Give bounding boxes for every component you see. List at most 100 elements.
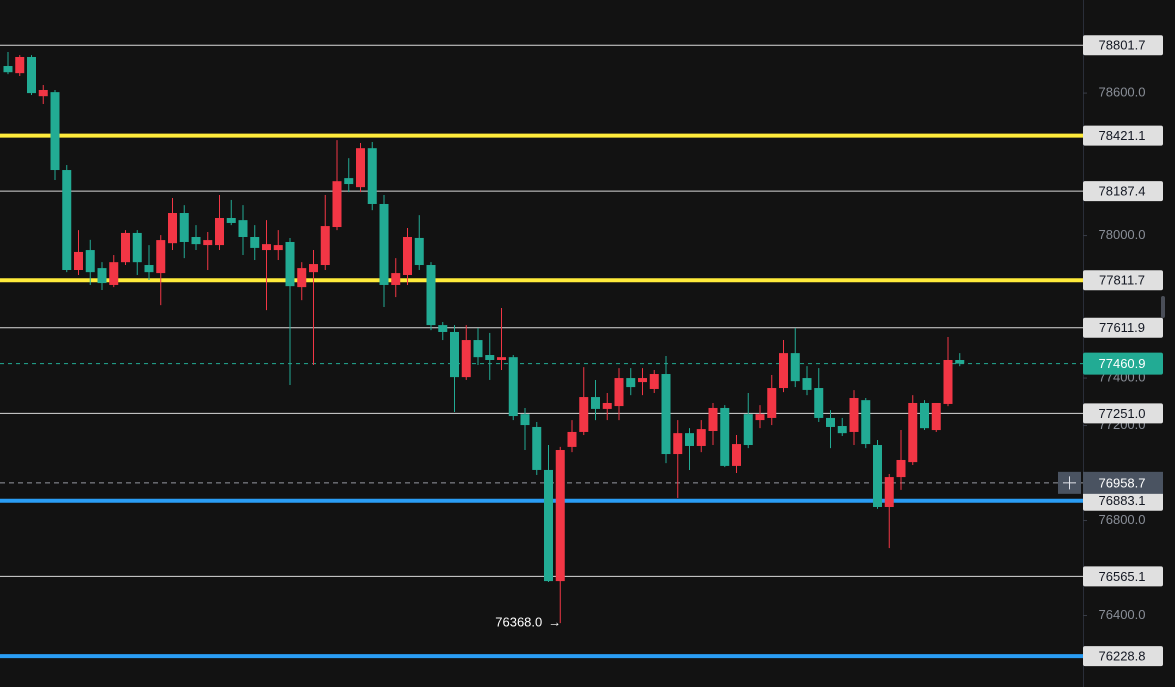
candle xyxy=(461,325,471,380)
candle-body xyxy=(790,353,800,382)
candle-body xyxy=(168,213,177,244)
candle xyxy=(732,435,741,474)
candle-body xyxy=(544,469,553,582)
candle xyxy=(215,194,224,251)
candle-body xyxy=(732,444,741,466)
candle xyxy=(191,225,201,251)
candle-body xyxy=(685,433,694,446)
candle-body xyxy=(649,374,659,389)
candle-body xyxy=(638,378,647,383)
candle xyxy=(62,165,72,273)
candle-body xyxy=(297,268,307,288)
candle xyxy=(497,307,506,370)
candle xyxy=(544,445,553,583)
candle xyxy=(861,397,871,449)
candle xyxy=(520,407,530,451)
candle-body xyxy=(826,417,835,427)
candle-body xyxy=(955,360,965,364)
candle xyxy=(50,90,60,181)
candle-body xyxy=(379,203,389,285)
candle-body xyxy=(262,244,271,251)
candle xyxy=(614,368,624,421)
candle-body xyxy=(661,374,671,455)
candle xyxy=(638,368,647,396)
candle-body xyxy=(121,232,130,263)
candle xyxy=(250,225,260,261)
candle xyxy=(649,369,659,394)
candle-body xyxy=(802,378,812,390)
candle xyxy=(955,353,965,367)
candle xyxy=(297,262,307,301)
candle-body xyxy=(238,220,248,237)
candle xyxy=(849,390,859,446)
candle xyxy=(790,327,800,388)
candle-body xyxy=(567,431,577,447)
candle-body xyxy=(215,217,224,246)
candle xyxy=(485,332,495,380)
level-label-box xyxy=(1083,490,1163,511)
level-label-box xyxy=(1083,646,1163,667)
candle xyxy=(884,473,894,549)
candle-body xyxy=(132,232,142,263)
candle xyxy=(3,52,13,75)
y-tick-label: 78000.0 xyxy=(1099,227,1146,242)
level-label-box xyxy=(1083,403,1163,424)
candle-body xyxy=(438,325,448,332)
candle-body xyxy=(15,56,25,74)
candle xyxy=(27,55,36,95)
candle xyxy=(767,374,777,426)
candle xyxy=(931,402,941,432)
level-label: 77611.9 xyxy=(1099,320,1145,335)
candle-body xyxy=(191,236,201,245)
candle xyxy=(156,235,166,306)
candle xyxy=(273,230,283,261)
candle-body xyxy=(943,360,953,404)
candle xyxy=(15,55,25,76)
candle xyxy=(591,379,600,421)
candle xyxy=(238,205,248,256)
level-label: 76565.1 xyxy=(1099,569,1146,584)
candle xyxy=(814,368,824,422)
candle-body xyxy=(579,397,589,432)
candle-body xyxy=(309,264,318,273)
candle xyxy=(285,237,295,385)
level-label-box xyxy=(1083,35,1163,56)
candle xyxy=(320,194,330,271)
candle xyxy=(367,142,377,211)
level-label-box xyxy=(1083,181,1163,202)
candle-body xyxy=(861,400,871,445)
level-label: 77251.0 xyxy=(1099,406,1146,421)
candle xyxy=(203,232,213,271)
level-label: 78421.1 xyxy=(1099,128,1146,143)
candle-body xyxy=(696,429,706,446)
candle-body xyxy=(779,353,788,389)
level-label-box xyxy=(1083,566,1163,587)
candle xyxy=(438,322,448,341)
candle-body xyxy=(873,445,882,507)
candle xyxy=(661,355,671,464)
candle xyxy=(920,400,929,431)
candle-body xyxy=(708,407,718,432)
candle-body xyxy=(74,251,83,271)
level-label: 78187.4 xyxy=(1099,184,1146,199)
candle xyxy=(109,255,119,288)
candle xyxy=(720,405,730,468)
candle-body xyxy=(508,357,518,417)
candle xyxy=(403,227,412,285)
candle-body xyxy=(109,262,119,285)
candle xyxy=(168,198,177,251)
level-label-box xyxy=(1083,125,1163,146)
candle-body xyxy=(497,357,506,361)
candle xyxy=(226,199,236,226)
low-annotation-arrow: → xyxy=(548,615,561,630)
candle-body xyxy=(520,414,530,426)
scroll-handle[interactable] xyxy=(1161,296,1165,318)
level-label-box xyxy=(1083,270,1163,291)
candle-body xyxy=(97,268,107,284)
candle-body xyxy=(250,236,260,248)
candle-body xyxy=(38,90,48,97)
candle xyxy=(708,402,718,446)
